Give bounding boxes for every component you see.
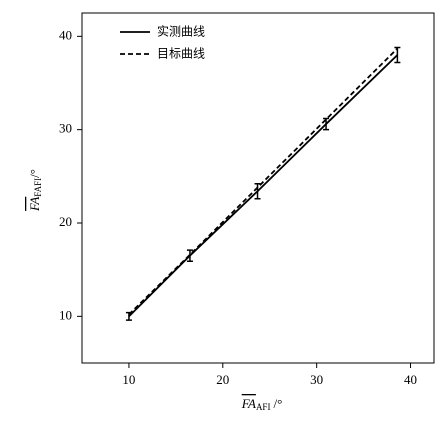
y-tick-label: 10 xyxy=(59,307,72,322)
data-line xyxy=(128,54,399,317)
error-bar xyxy=(254,183,261,200)
y-tick-label: 40 xyxy=(59,27,72,42)
y-tick-label: 30 xyxy=(59,121,72,136)
y-label-unit: /° xyxy=(27,169,42,178)
y-label-main: FA xyxy=(27,197,42,212)
x-tick-label: 30 xyxy=(310,372,323,387)
legend-label: 实测曲线 xyxy=(157,24,205,39)
y-axis-label: FAFAFI/° xyxy=(27,169,43,212)
x-tick-label: 40 xyxy=(404,372,417,387)
data-line xyxy=(128,47,399,316)
y-tick-label: 20 xyxy=(59,214,72,229)
x-axis-label: FAAFI/° xyxy=(241,396,283,412)
x-label-sub: AFI xyxy=(256,402,271,412)
x-tick-label: 20 xyxy=(216,372,229,387)
x-label-unit: /° xyxy=(273,396,282,411)
legend-label: 目标曲线 xyxy=(157,47,205,61)
x-tick-label: 10 xyxy=(122,372,135,387)
plot-frame xyxy=(81,12,435,364)
error-bar xyxy=(394,46,401,64)
y-label-sub: FAFI xyxy=(33,178,43,197)
x-label-main: FA xyxy=(241,396,256,411)
